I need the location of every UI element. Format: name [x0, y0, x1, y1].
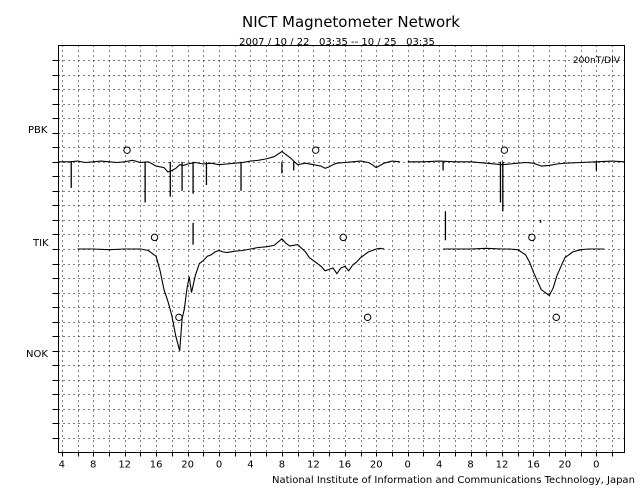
series-layer — [58, 150, 625, 351]
x-tick-label: 12 — [307, 460, 320, 471]
series-tik — [77, 238, 605, 351]
series-line-tik — [77, 238, 385, 351]
scale-label: 200nT/DIV — [573, 56, 621, 66]
series-line-pbk — [407, 160, 625, 167]
midnight-marker-nok — [175, 313, 183, 322]
x-tick-label: 8 — [279, 460, 285, 471]
credit-text: National Institute of Information and Co… — [272, 475, 635, 486]
x-tick-label: 4 — [59, 460, 65, 471]
series-line-tik — [443, 247, 605, 297]
axis-ticks: 4 8 12 16 20 0 4 8 12 16 20 0 4 8 12 16 20 0 — [52, 60, 613, 471]
x-tick-label: 8 — [90, 460, 96, 471]
x-tick-label: 0 — [405, 460, 411, 471]
plot-frame — [58, 45, 625, 453]
x-tick-label: 20 — [559, 460, 572, 471]
midnight-marker-nok — [552, 313, 560, 322]
chart-title: NICT Magnetometer Network — [242, 13, 460, 31]
x-tick-label: 4 — [247, 460, 253, 471]
midnight-marker-nok — [363, 313, 372, 322]
x-tick-label: 12 — [118, 460, 131, 471]
station-label-nok: NOK — [26, 349, 48, 360]
series-pbk — [58, 150, 625, 245]
midnight-markers — [123, 146, 560, 322]
x-tick-label: 4 — [436, 460, 442, 471]
station-label-pbk: PBK — [28, 125, 48, 136]
midnight-marker-pbk — [500, 146, 509, 154]
midnight-marker-tik — [150, 233, 159, 242]
x-tick-label: 16 — [338, 460, 351, 471]
station-label-tik: TIK — [32, 238, 49, 249]
midnight-marker-pbk — [312, 146, 320, 154]
x-tick-label: 16 — [150, 460, 163, 471]
x-tick-label: 16 — [527, 460, 540, 471]
x-tick-label: 8 — [467, 460, 473, 471]
midnight-marker-tik — [528, 233, 536, 242]
midnight-marker-tik — [339, 233, 347, 242]
x-tick-label: 20 — [181, 460, 194, 471]
x-tick-label: 20 — [370, 460, 383, 471]
x-tick-label: 0 — [216, 460, 222, 471]
midnight-marker-pbk — [123, 146, 131, 154]
series-line-pbk — [58, 150, 400, 173]
chart-subtitle: 2007 / 10 / 22 03:35 -- 10 / 25 03:35 — [239, 37, 435, 48]
x-tick-label: 0 — [593, 460, 599, 471]
x-tick-label: 12 — [496, 460, 509, 471]
